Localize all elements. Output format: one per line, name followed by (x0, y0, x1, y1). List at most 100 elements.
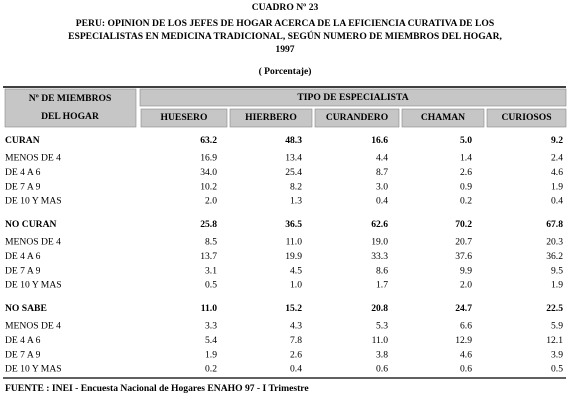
column-header: CURIOSOS (501, 112, 551, 123)
column-header: HUESERO (161, 112, 208, 123)
group-value: 5.0 (460, 135, 472, 146)
group-label: NO CURAN (5, 219, 57, 230)
cell-value: 9.5 (551, 265, 563, 276)
cell-value: 1.9 (205, 349, 217, 360)
row-label: MENOS DE 4 (5, 237, 61, 248)
cell-value: 13.7 (200, 251, 217, 262)
group-value: 20.8 (371, 303, 388, 314)
cell-value: 5.9 (551, 321, 563, 332)
row-label: DE 7 A 9 (5, 349, 41, 360)
group-value: 22.5 (546, 303, 563, 314)
row-label: DE 4 A 6 (5, 335, 41, 346)
column-header-cell (401, 108, 485, 128)
row-label: DE 7 A 9 (5, 181, 41, 192)
group-value: 67.8 (546, 219, 563, 230)
cell-value: 16.9 (200, 153, 217, 164)
title-line: ESPECIALISTAS EN MEDICINA TRADICIONAL, S… (68, 30, 502, 42)
cell-value: 1.9 (551, 181, 563, 192)
group-value: 25.8 (200, 219, 217, 230)
group-label: NO SABE (5, 303, 47, 314)
column-header-cell (140, 108, 228, 128)
cell-value: 2.6 (290, 349, 302, 360)
group-value: 11.0 (201, 303, 217, 314)
cell-value: 4.4 (376, 153, 388, 164)
cell-value: 11.0 (372, 335, 389, 346)
cell-value: 3.3 (205, 321, 217, 332)
header-cell (139, 88, 567, 107)
group-value: 24.7 (455, 303, 472, 314)
cell-value: 10.2 (200, 181, 217, 192)
cell-value: 0.4 (551, 196, 563, 207)
cell-value: 0.4 (376, 196, 388, 207)
cell-value: 25.4 (285, 167, 302, 178)
cell-value: 11.0 (286, 237, 303, 248)
row-header: Nº DE MIEMBROS (29, 93, 112, 104)
table-number: CUADRO Nº 23 (252, 2, 319, 13)
cell-value: 5.4 (205, 335, 217, 346)
cell-value: 12.1 (546, 335, 563, 346)
cell-value: 0.4 (290, 364, 302, 375)
cell-value: 0.6 (460, 364, 472, 375)
row-label: MENOS DE 4 (5, 153, 61, 164)
cell-value: 13.4 (285, 153, 302, 164)
column-header-cell (314, 108, 400, 128)
row-header: DEL HOGAR (41, 111, 100, 122)
title-line: PERU: OPINION DE LOS JEFES DE HOGAR ACER… (76, 18, 494, 29)
cell-value: 0.6 (376, 364, 388, 375)
cell-value: 0.9 (460, 181, 472, 192)
row-label: DE 10 Y MAS (5, 196, 62, 207)
column-header: HIERBERO (245, 112, 297, 123)
cell-value: 2.0 (460, 280, 472, 291)
cell-value: 2.6 (460, 167, 472, 178)
cell-value: 8.5 (205, 237, 217, 248)
cell-value: 19.9 (285, 251, 302, 262)
cell-value: 20.7 (455, 237, 472, 248)
row-label: DE 10 Y MAS (5, 364, 62, 375)
cell-value: 1.9 (551, 280, 563, 291)
cell-value: 2.0 (205, 196, 217, 207)
column-header-cell (229, 108, 313, 128)
cell-value: 0.5 (551, 364, 563, 375)
column-header-cell (486, 108, 567, 128)
source-note: FUENTE : INEI - Encuesta Nacional de Hog… (5, 383, 309, 394)
cell-value: 0.2 (460, 196, 472, 207)
row-label: DE 10 Y MAS (5, 280, 62, 291)
title-line: 1997 (275, 44, 294, 55)
cell-value: 1.7 (376, 280, 388, 291)
column-header: CURANDERO (326, 112, 388, 123)
cell-value: 8.2 (290, 181, 302, 192)
cell-value: 0.5 (205, 280, 217, 291)
cell-value: 36.2 (546, 251, 563, 262)
cell-value: 3.8 (376, 349, 388, 360)
group-value: 48.3 (285, 135, 302, 146)
group-label: CURAN (5, 135, 40, 146)
cell-value: 1.0 (290, 280, 302, 291)
group-value: 70.2 (455, 219, 472, 230)
cell-value: 9.9 (460, 265, 472, 276)
cell-value: 3.9 (551, 349, 563, 360)
cell-value: 19.0 (371, 237, 388, 248)
cell-value: 5.3 (376, 321, 388, 332)
cell-value: 37.6 (455, 251, 472, 262)
group-header: TIPO DE ESPECIALISTA (297, 92, 408, 103)
cell-value: 4.3 (290, 321, 302, 332)
row-label: DE 4 A 6 (5, 251, 41, 262)
cell-value: 8.7 (376, 167, 388, 178)
cell-value: 4.6 (551, 167, 563, 178)
cell-value: 8.6 (376, 265, 388, 276)
cell-value: 34.0 (200, 167, 217, 178)
row-label: MENOS DE 4 (5, 321, 61, 332)
group-value: 62.6 (371, 219, 388, 230)
cell-value: 7.8 (290, 335, 302, 346)
cell-value: 2.4 (551, 153, 563, 164)
cell-value: 12.9 (455, 335, 472, 346)
cell-value: 0.2 (205, 364, 217, 375)
cell-value: 33.3 (371, 251, 388, 262)
cell-value: 4.6 (460, 349, 472, 360)
cell-value: 4.5 (290, 265, 302, 276)
group-value: 36.5 (285, 219, 302, 230)
unit-note: ( Porcentaje) (259, 66, 312, 77)
cell-value: 1.3 (290, 196, 302, 207)
group-value: 16.6 (371, 135, 388, 146)
